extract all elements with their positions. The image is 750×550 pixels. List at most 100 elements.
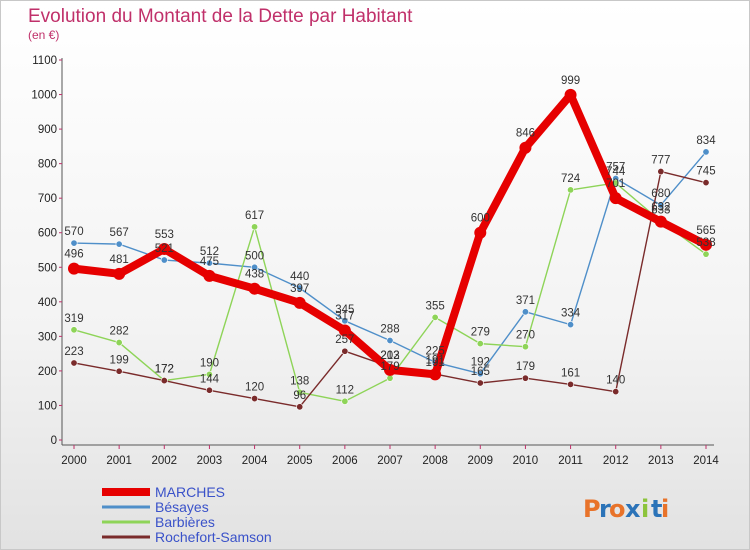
data-point-b-sayes	[567, 321, 575, 329]
data-point-marches	[609, 192, 622, 205]
logo-letter: r	[599, 495, 611, 523]
y-tick-label: 1000	[31, 90, 57, 102]
data-point-b-sayes	[296, 284, 304, 292]
data-point-marches	[338, 324, 351, 337]
data-label-barbi-res: 190	[200, 357, 219, 369]
data-label-rochefort-samson: 140	[606, 375, 625, 387]
data-label-marches: 397	[290, 283, 309, 295]
data-label-rochefort-samson: 223	[64, 346, 83, 358]
data-point-rochefort-samson	[70, 359, 78, 367]
x-tick-label: 2011	[558, 455, 583, 467]
y-tick-label: 0	[51, 435, 57, 447]
data-point-rochefort-samson	[115, 367, 123, 375]
data-label-marches: 565	[696, 225, 715, 237]
data-label-marches: 191	[426, 354, 445, 366]
data-point-barbi-res	[70, 326, 78, 334]
data-label-b-sayes: 834	[696, 135, 716, 147]
data-point-b-sayes	[115, 240, 123, 248]
data-label-b-sayes: 288	[380, 324, 399, 336]
x-tick-label: 2005	[287, 455, 313, 467]
data-label-marches: 701	[606, 178, 625, 190]
x-tick-label: 2002	[151, 455, 177, 467]
data-label-rochefort-samson: 172	[155, 364, 174, 376]
data-label-b-sayes: 570	[64, 226, 83, 238]
x-tick-label: 2003	[197, 455, 223, 467]
data-label-marches: 600	[471, 213, 490, 225]
legend-label-rochefort-samson: Rochefort-Samson	[155, 529, 272, 545]
data-label-b-sayes: 192	[471, 357, 490, 369]
data-point-rochefort-samson	[251, 395, 259, 403]
data-label-barbi-res: 633	[651, 204, 670, 216]
y-tick-label: 300	[38, 331, 57, 343]
x-tick-label: 2014	[693, 455, 719, 467]
data-point-rochefort-samson	[521, 374, 529, 382]
data-label-marches: 317	[335, 310, 354, 322]
data-point-marches	[429, 368, 442, 381]
data-point-rochefort-samson	[476, 379, 484, 387]
y-tick-label: 800	[38, 159, 57, 171]
data-label-rochefort-samson: 745	[696, 166, 715, 178]
data-label-rochefort-samson: 96	[293, 390, 306, 402]
data-point-barbi-res	[476, 340, 484, 348]
data-label-barbi-res: 319	[64, 313, 83, 325]
data-label-rochefort-samson: 179	[516, 361, 535, 373]
legend-label-barbi-res: Barbières	[155, 514, 215, 530]
data-label-marches: 999	[561, 75, 580, 87]
data-point-barbi-res	[702, 250, 710, 258]
data-point-b-sayes	[476, 370, 484, 378]
data-label-rochefort-samson: 199	[110, 354, 129, 366]
data-point-marches	[654, 215, 667, 228]
data-point-rochefort-samson	[296, 403, 304, 411]
data-label-rochefort-samson: 777	[651, 155, 670, 167]
data-label-barbi-res: 355	[426, 300, 445, 312]
logo-letter: i	[641, 495, 649, 523]
x-tick-label: 2001	[106, 455, 132, 467]
data-point-marches	[293, 296, 306, 309]
data-label-rochefort-samson: 161	[561, 367, 580, 379]
data-label-rochefort-samson: 120	[245, 382, 264, 394]
data-point-b-sayes	[702, 148, 710, 156]
data-point-b-sayes	[386, 337, 394, 345]
data-point-b-sayes	[70, 239, 78, 247]
data-point-barbi-res	[251, 223, 259, 231]
y-tick-label: 100	[38, 400, 57, 412]
data-label-rochefort-samson: 212	[380, 350, 399, 362]
logo-letter: x	[625, 495, 641, 523]
logo-letter: P	[583, 495, 601, 523]
data-point-marches	[113, 267, 126, 280]
data-label-marches: 475	[200, 256, 219, 268]
data-label-b-sayes: 371	[516, 295, 535, 307]
x-tick-label: 2000	[61, 455, 87, 467]
data-label-b-sayes: 334	[561, 308, 581, 320]
data-label-b-sayes: 567	[110, 227, 129, 239]
data-label-barbi-res: 172	[155, 364, 174, 376]
data-label-marches: 481	[110, 254, 129, 266]
data-label-barbi-res: 617	[245, 210, 264, 222]
data-label-barbi-res: 744	[606, 166, 626, 178]
data-label-marches: 203	[380, 350, 399, 362]
logo-letter: o	[609, 495, 626, 523]
x-tick-label: 2012	[603, 455, 629, 467]
y-tick-label: 700	[38, 193, 57, 205]
data-label-barbi-res: 138	[290, 375, 309, 387]
data-label-barbi-res: 112	[336, 384, 354, 396]
data-label-barbi-res: 724	[561, 173, 581, 185]
data-point-marches	[68, 262, 80, 275]
data-point-rochefort-samson	[702, 179, 710, 187]
data-point-rochefort-samson	[612, 388, 620, 396]
data-label-barbi-res: 538	[696, 237, 715, 249]
data-label-b-sayes: 757	[606, 161, 625, 173]
data-point-marches	[203, 269, 216, 282]
x-tick-label: 2004	[242, 455, 268, 467]
data-label-rochefort-samson: 257	[335, 334, 354, 346]
data-point-marches	[248, 282, 261, 295]
data-label-marches: 553	[155, 229, 174, 241]
data-point-b-sayes	[205, 259, 213, 267]
data-point-marches	[474, 226, 487, 239]
data-label-marches: 438	[245, 269, 264, 281]
data-label-b-sayes: 500	[245, 250, 264, 262]
x-tick-label: 2010	[513, 455, 539, 467]
chart-title: Evolution du Montant de la Dette par Hab…	[28, 6, 413, 27]
data-point-barbi-res	[341, 397, 349, 405]
